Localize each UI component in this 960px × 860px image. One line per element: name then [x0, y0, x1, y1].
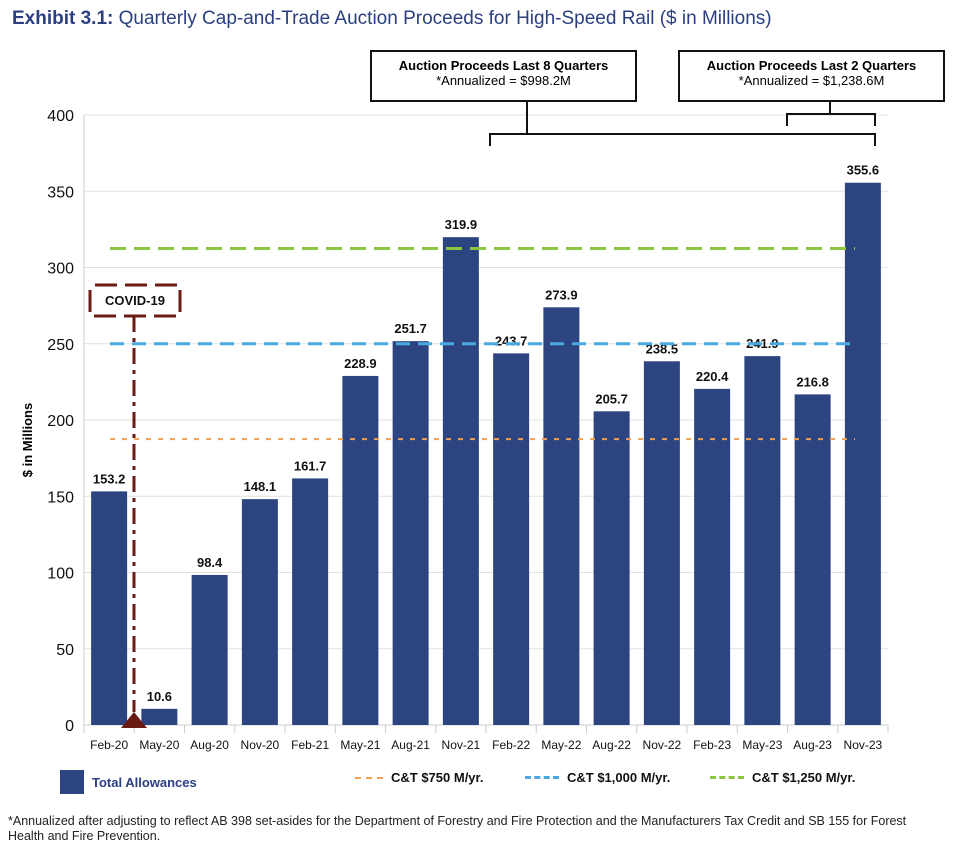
legend-bars: Total Allowances — [60, 770, 197, 794]
bar-Nov-23 — [844, 182, 881, 725]
bar-May-21 — [342, 375, 379, 725]
x-tick-label: Nov-22 — [643, 738, 682, 752]
data-label: 243.7 — [495, 333, 528, 348]
bar-May-20 — [141, 708, 178, 725]
x-tick-label: Nov-20 — [241, 738, 280, 752]
title-text: Quarterly Cap-and-Trade Auction Proceeds… — [118, 8, 772, 29]
bar-Aug-20 — [191, 574, 228, 725]
data-label: 319.9 — [445, 217, 478, 232]
data-label: 98.4 — [197, 555, 223, 570]
data-label: 220.4 — [696, 369, 729, 384]
x-tick-label: May-22 — [541, 738, 581, 752]
legend-line-1250: C&T $1,250 M/yr. — [710, 770, 855, 785]
y-tick-label: 0 — [65, 718, 74, 735]
legend-label: Total Allowances — [92, 774, 197, 790]
y-tick-label: 250 — [47, 337, 74, 354]
y-axis-label: $ in Millions — [20, 403, 35, 477]
callout-last-2-quarters: Auction Proceeds Last 2 Quarters *Annual… — [678, 50, 945, 102]
bar-Feb-21 — [292, 478, 329, 725]
bracket-2-quarters — [786, 113, 876, 126]
data-label: 355.6 — [847, 163, 880, 178]
bar-Aug-22 — [593, 411, 630, 725]
x-tick-label: May-20 — [139, 738, 179, 752]
x-tick-label: Aug-22 — [592, 738, 631, 752]
x-tick-label: Nov-23 — [844, 738, 883, 752]
y-tick-label: 400 — [47, 108, 74, 125]
bar-Feb-20 — [91, 491, 128, 725]
x-tick-label: Feb-20 — [90, 738, 128, 752]
covid-label: COVID-19 — [105, 293, 165, 308]
x-tick-label: Feb-23 — [693, 738, 731, 752]
data-label: 273.9 — [545, 287, 578, 302]
data-label: 241.9 — [746, 336, 779, 351]
callout-title: Auction Proceeds Last 2 Quarters — [706, 58, 917, 73]
x-tick-label: May-23 — [742, 738, 782, 752]
bar-Aug-23 — [794, 394, 831, 725]
x-tick-label: May-21 — [340, 738, 380, 752]
exhibit-number: Exhibit 3.1: — [12, 8, 114, 29]
legend-line-1000: C&T $1,000 M/yr. — [525, 770, 670, 785]
bracket-8-quarters — [489, 133, 876, 146]
chart-title: Exhibit 3.1: Quarterly Cap-and-Trade Auc… — [12, 8, 772, 30]
data-label: 205.7 — [595, 391, 628, 406]
x-tick-label: Aug-23 — [793, 738, 832, 752]
x-tick-label: Feb-21 — [291, 738, 329, 752]
y-tick-label: 100 — [47, 566, 74, 583]
callout-value: *Annualized = $1,238.6M — [738, 73, 885, 88]
x-tick-label: Feb-22 — [492, 738, 530, 752]
data-label: 228.9 — [344, 356, 377, 371]
bar-Nov-22 — [643, 361, 680, 725]
callout-last-8-quarters: Auction Proceeds Last 8 Quarters *Annual… — [370, 50, 637, 102]
y-tick-label: 50 — [56, 642, 74, 659]
data-label: 153.2 — [93, 471, 126, 486]
bar-Feb-22 — [493, 353, 530, 725]
y-tick-label: 350 — [47, 184, 74, 201]
data-label: 10.6 — [147, 689, 172, 704]
legend-label: C&T $1,000 M/yr. — [567, 770, 671, 785]
callout-title: Auction Proceeds Last 8 Quarters — [398, 58, 609, 73]
x-tick-label: Aug-21 — [391, 738, 430, 752]
legend-swatch-green — [710, 776, 744, 779]
x-tick-label: Aug-20 — [190, 738, 229, 752]
bar-Feb-23 — [694, 388, 731, 725]
data-label: 251.7 — [394, 321, 427, 336]
bar-Nov-20 — [241, 499, 278, 725]
data-label: 148.1 — [244, 479, 277, 494]
legend-swatch-bar — [60, 770, 84, 794]
y-tick-label: 300 — [47, 261, 74, 278]
footnote: *Annualized after adjusting to reflect A… — [8, 814, 907, 843]
legend-line-750: C&T $750 M/yr. — [355, 770, 484, 785]
y-tick-label: 200 — [47, 413, 74, 430]
legend-label: C&T $750 M/yr. — [391, 770, 484, 785]
bar-May-23 — [744, 356, 781, 725]
legend-swatch-orange — [355, 776, 383, 779]
bar-May-22 — [543, 307, 580, 725]
covid-box — [88, 283, 182, 318]
legend-label: C&T $1,250 M/yr. — [752, 770, 856, 785]
data-label: 216.8 — [796, 374, 829, 389]
bar-Aug-21 — [392, 341, 429, 725]
callout-value: *Annualized = $998.2M — [436, 73, 571, 88]
x-tick-label: Nov-21 — [442, 738, 481, 752]
covid-arrow-icon — [121, 712, 147, 728]
legend-swatch-blue — [525, 776, 559, 779]
bar-Nov-21 — [442, 237, 479, 725]
data-label: 161.7 — [294, 458, 327, 473]
y-tick-label: 150 — [47, 489, 74, 506]
